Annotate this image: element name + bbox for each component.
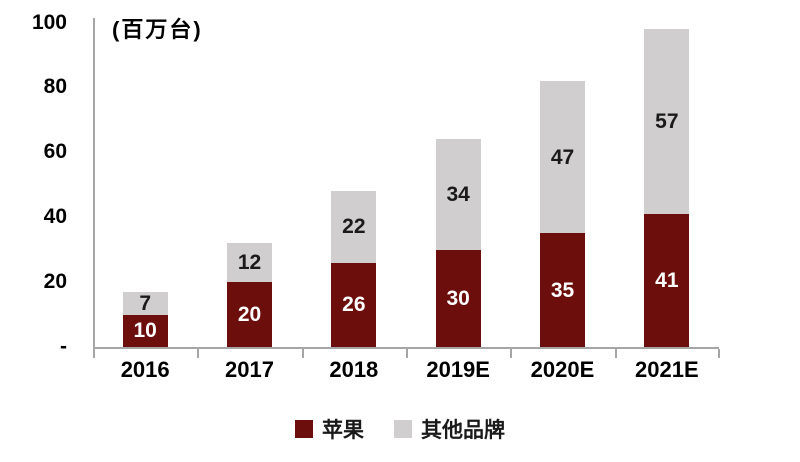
- x-category-label: 2020E: [530, 357, 595, 382]
- bar-segment-苹果-2021E: 41: [644, 213, 690, 347]
- y-axis-unit-label: (百万台): [112, 17, 203, 42]
- bar-value-label: 10: [133, 319, 157, 343]
- legend-item-苹果: 苹果: [295, 414, 364, 444]
- bar-segment-苹果-2019E: 30: [435, 249, 481, 347]
- bar-value-label: 34: [446, 182, 470, 206]
- y-tick-label: -: [60, 335, 67, 358]
- y-axis-line: [93, 18, 95, 349]
- x-category-label: 2017: [225, 357, 274, 382]
- bar-segment-苹果-2017: 20: [227, 282, 272, 347]
- x-axis-tick: [197, 349, 200, 358]
- bar-value-label: 26: [342, 293, 366, 317]
- legend-label: 其他品牌: [421, 419, 505, 442]
- bar-segment-其他品牌-2016: 7: [122, 291, 168, 315]
- bar-segment-其他品牌-2020E: 47: [540, 80, 585, 234]
- x-axis-tick: [718, 349, 720, 358]
- bar-segment-苹果-2018: 26: [331, 262, 377, 347]
- legend: 苹果 其他品牌: [0, 414, 800, 444]
- x-axis-line: [93, 347, 719, 349]
- x-category-label: 2019E: [426, 357, 490, 382]
- bar-value-label: 30: [446, 286, 470, 310]
- x-category-label: 2021E: [635, 357, 699, 382]
- legend-swatch-icon: [295, 420, 313, 438]
- bar-segment-其他品牌-2017: 12: [227, 243, 272, 283]
- bar-value-label: 22: [342, 215, 366, 239]
- x-category-label: 2018: [329, 357, 379, 382]
- legend-item-其他品牌: 其他品牌: [394, 414, 505, 444]
- bar-value-label: 57: [655, 109, 679, 133]
- bar-segment-其他品牌-2021E: 57: [644, 28, 690, 214]
- bar-segment-其他品牌-2019E: 34: [435, 139, 481, 250]
- x-axis-tick: [93, 349, 95, 358]
- bar-segment-苹果-2020E: 35: [540, 233, 585, 347]
- legend-label: 苹果: [322, 419, 364, 442]
- y-tick-label: 40: [43, 205, 67, 229]
- legend-swatch-icon: [394, 420, 412, 438]
- x-axis-tick: [406, 349, 408, 358]
- bar-value-label: 41: [655, 268, 679, 292]
- y-tick-label: 60: [43, 140, 67, 164]
- x-axis-tick: [614, 349, 617, 358]
- x-category-label: 2016: [120, 357, 170, 382]
- bar-segment-其他品牌-2018: 22: [331, 191, 377, 263]
- x-axis-tick: [510, 349, 513, 358]
- bar-value-label: 47: [550, 145, 575, 169]
- bar-value-label: 35: [550, 278, 575, 302]
- y-tick-label: 20: [43, 270, 67, 294]
- y-tick-label: 80: [43, 75, 67, 99]
- bar-segment-苹果-2016: 10: [122, 314, 168, 347]
- y-tick-label: 100: [31, 10, 67, 34]
- bar-value-label: 12: [237, 251, 262, 275]
- x-axis-tick: [301, 349, 304, 358]
- bar-value-label: 7: [139, 291, 151, 315]
- bar-value-label: 20: [237, 303, 262, 327]
